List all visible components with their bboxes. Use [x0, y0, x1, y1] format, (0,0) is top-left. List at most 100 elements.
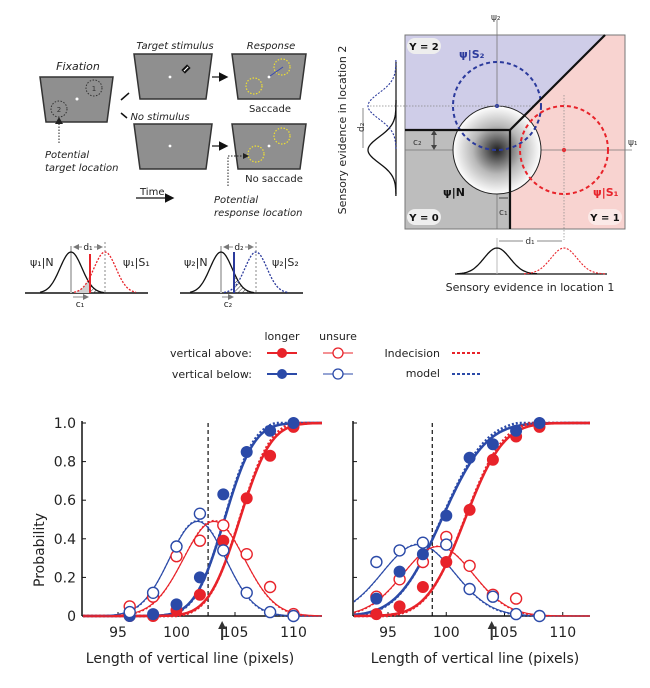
branch-arrow-down: [120, 112, 128, 119]
data-point: [240, 548, 253, 561]
x-tick-label: 110: [280, 625, 307, 641]
marginal-1-signal-curve: [523, 247, 605, 275]
no-stimulus-screen: [133, 123, 213, 170]
no-stimulus-label: No stimulus: [130, 112, 189, 123]
x-tick-label: 100: [163, 625, 190, 641]
data-point: [370, 555, 383, 569]
response-circle-2: [245, 77, 263, 95]
fit-below-unsure-model: [83, 519, 322, 617]
fit-above-longer: [354, 421, 590, 618]
data-point: [510, 424, 523, 437]
no-saccade-circle-2: [247, 145, 265, 163]
data-point: [263, 580, 277, 594]
data-point: [486, 453, 499, 466]
data-point: [416, 581, 429, 593]
left-chart-xlabel: Length of vertical line (pixels): [86, 651, 294, 667]
fit-below-unsure-model: [353, 543, 590, 617]
panel-c-ylabel: Sensory evidence in location 2: [336, 46, 349, 215]
saccade-label: Saccade: [249, 104, 291, 115]
b-right-c-label: c₂: [224, 300, 233, 310]
data-point: [370, 608, 383, 621]
panel-c-xlabel: Sensory evidence in location 1: [446, 281, 615, 294]
data-point: [147, 608, 160, 621]
b-left-signal-label: ψ₁|S₁: [123, 256, 150, 269]
data-point: [193, 507, 207, 520]
data-point: [263, 605, 277, 619]
y0-label: Y = 0: [408, 213, 439, 224]
x-tick-label: 100: [433, 625, 460, 641]
data-point: [264, 424, 277, 437]
location-1-number: 1: [92, 85, 96, 93]
fit-below-unsure: [83, 520, 322, 617]
left-chart-ylabel: Probability: [32, 513, 48, 587]
data-point: [264, 449, 277, 462]
data-point: [193, 571, 206, 584]
fit-above-unsure: [83, 520, 322, 617]
b-left-c-label: c₁: [76, 300, 85, 310]
potential-target-label-line1: Potential: [45, 150, 89, 161]
data-point: [287, 609, 300, 623]
s1-label: ψ|S₁: [593, 186, 619, 199]
data-point: [146, 586, 160, 599]
panel-c-decision-space: ψ₂ ψ₁ c₂ c₁ Y = 2 Y = 0 Y = 1 ψ|S₂ ψ|S₁ …: [336, 13, 638, 294]
data-point: [440, 509, 453, 522]
data-point: [509, 607, 523, 621]
s2-label: ψ|S₂: [459, 48, 485, 61]
b-left-false-alarm-area: [74, 280, 90, 293]
fit-below-longer: [83, 421, 322, 618]
b-right-miss-area: [234, 272, 254, 293]
x-tick-label: 110: [549, 625, 576, 641]
n-label: ψ|N: [443, 186, 465, 199]
response-label: Response: [247, 41, 295, 52]
data-point: [170, 598, 183, 611]
data-point: [440, 538, 453, 551]
saccade-path: [269, 66, 284, 77]
data-point: [393, 565, 406, 578]
d1-bg: [523, 235, 537, 246]
data-point: [463, 503, 476, 516]
data-point: [416, 548, 429, 561]
target-pointer-arrowhead: [55, 117, 63, 124]
data-point: [533, 417, 546, 429]
location-2-number: 2: [57, 106, 61, 114]
data-point: [440, 556, 453, 568]
target-fixation-dot: [168, 75, 172, 79]
data-point: [370, 592, 383, 605]
y-tick-label: 0.6: [54, 493, 76, 509]
b-left-noise-curve: [39, 251, 105, 294]
chart-right: 95 100 105 110: [352, 417, 590, 641]
response-fixation-dot: [267, 75, 271, 79]
response-pointer: [227, 155, 244, 186]
fit-below-longer-model: [83, 421, 322, 618]
psi2-axis-label: ψ₂: [491, 13, 501, 23]
data-point: [463, 582, 476, 596]
data-point: [393, 544, 406, 557]
location-1-marker: [85, 79, 103, 97]
chart-left: 0 0.2 0.4 0.6 0.8 1.0 95 100 105 110: [54, 416, 322, 641]
panel-a-task-schematic: Fixation 1 2 Potential target location T…: [39, 41, 307, 219]
data-point: [393, 600, 406, 613]
data-point: [240, 446, 253, 458]
legend-row-below: vertical below:: [172, 368, 252, 381]
decision-space-frame: [404, 34, 626, 230]
legend-above-longer-marker: [277, 348, 287, 358]
fit-above-unsure: [353, 545, 590, 617]
legend-above-unsure-marker: [332, 347, 344, 359]
b-left-miss-area: [90, 283, 104, 293]
b-right-d-bg: [233, 241, 245, 252]
time-label: Time: [139, 187, 164, 198]
boundary-y1-y2: [509, 34, 606, 131]
legend-below-unsure-marker: [332, 368, 344, 380]
data-point: [486, 590, 500, 603]
data-point: [240, 586, 253, 599]
target-stimulus-screen: [133, 53, 213, 100]
data-point: [533, 609, 546, 623]
fit-above-unsure-model: [353, 545, 590, 617]
b-left-d-bg: [82, 241, 94, 252]
data-point: [486, 438, 499, 451]
y0-badge: [407, 209, 441, 225]
x-tick-label: 95: [379, 625, 397, 641]
b-left-d-label: d₁: [83, 243, 93, 253]
marginal-2-noise-curve: [367, 100, 397, 196]
